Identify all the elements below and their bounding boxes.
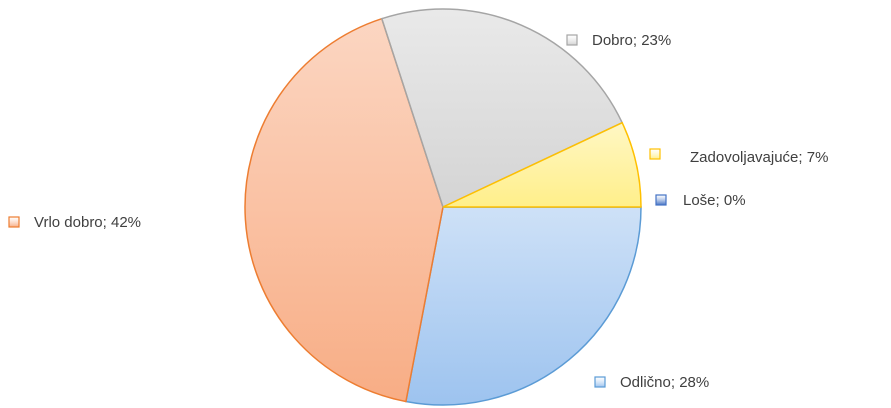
data-label: Odlično; 28% [620, 374, 709, 391]
pie-slice [405, 206, 642, 406]
label-key [649, 148, 661, 160]
label-key [566, 34, 578, 46]
data-label: Zadovoljavajuće; 7% [690, 149, 828, 166]
pie-slice [244, 17, 444, 403]
data-label: Dobro; 23% [592, 32, 671, 49]
data-label: Loše; 0% [683, 192, 746, 209]
label-key [594, 376, 606, 388]
label-key [8, 216, 20, 228]
pie-slice [442, 121, 642, 208]
label-key [655, 194, 667, 206]
data-label: Vrlo dobro; 42% [34, 214, 141, 231]
pie-slice [380, 8, 624, 209]
